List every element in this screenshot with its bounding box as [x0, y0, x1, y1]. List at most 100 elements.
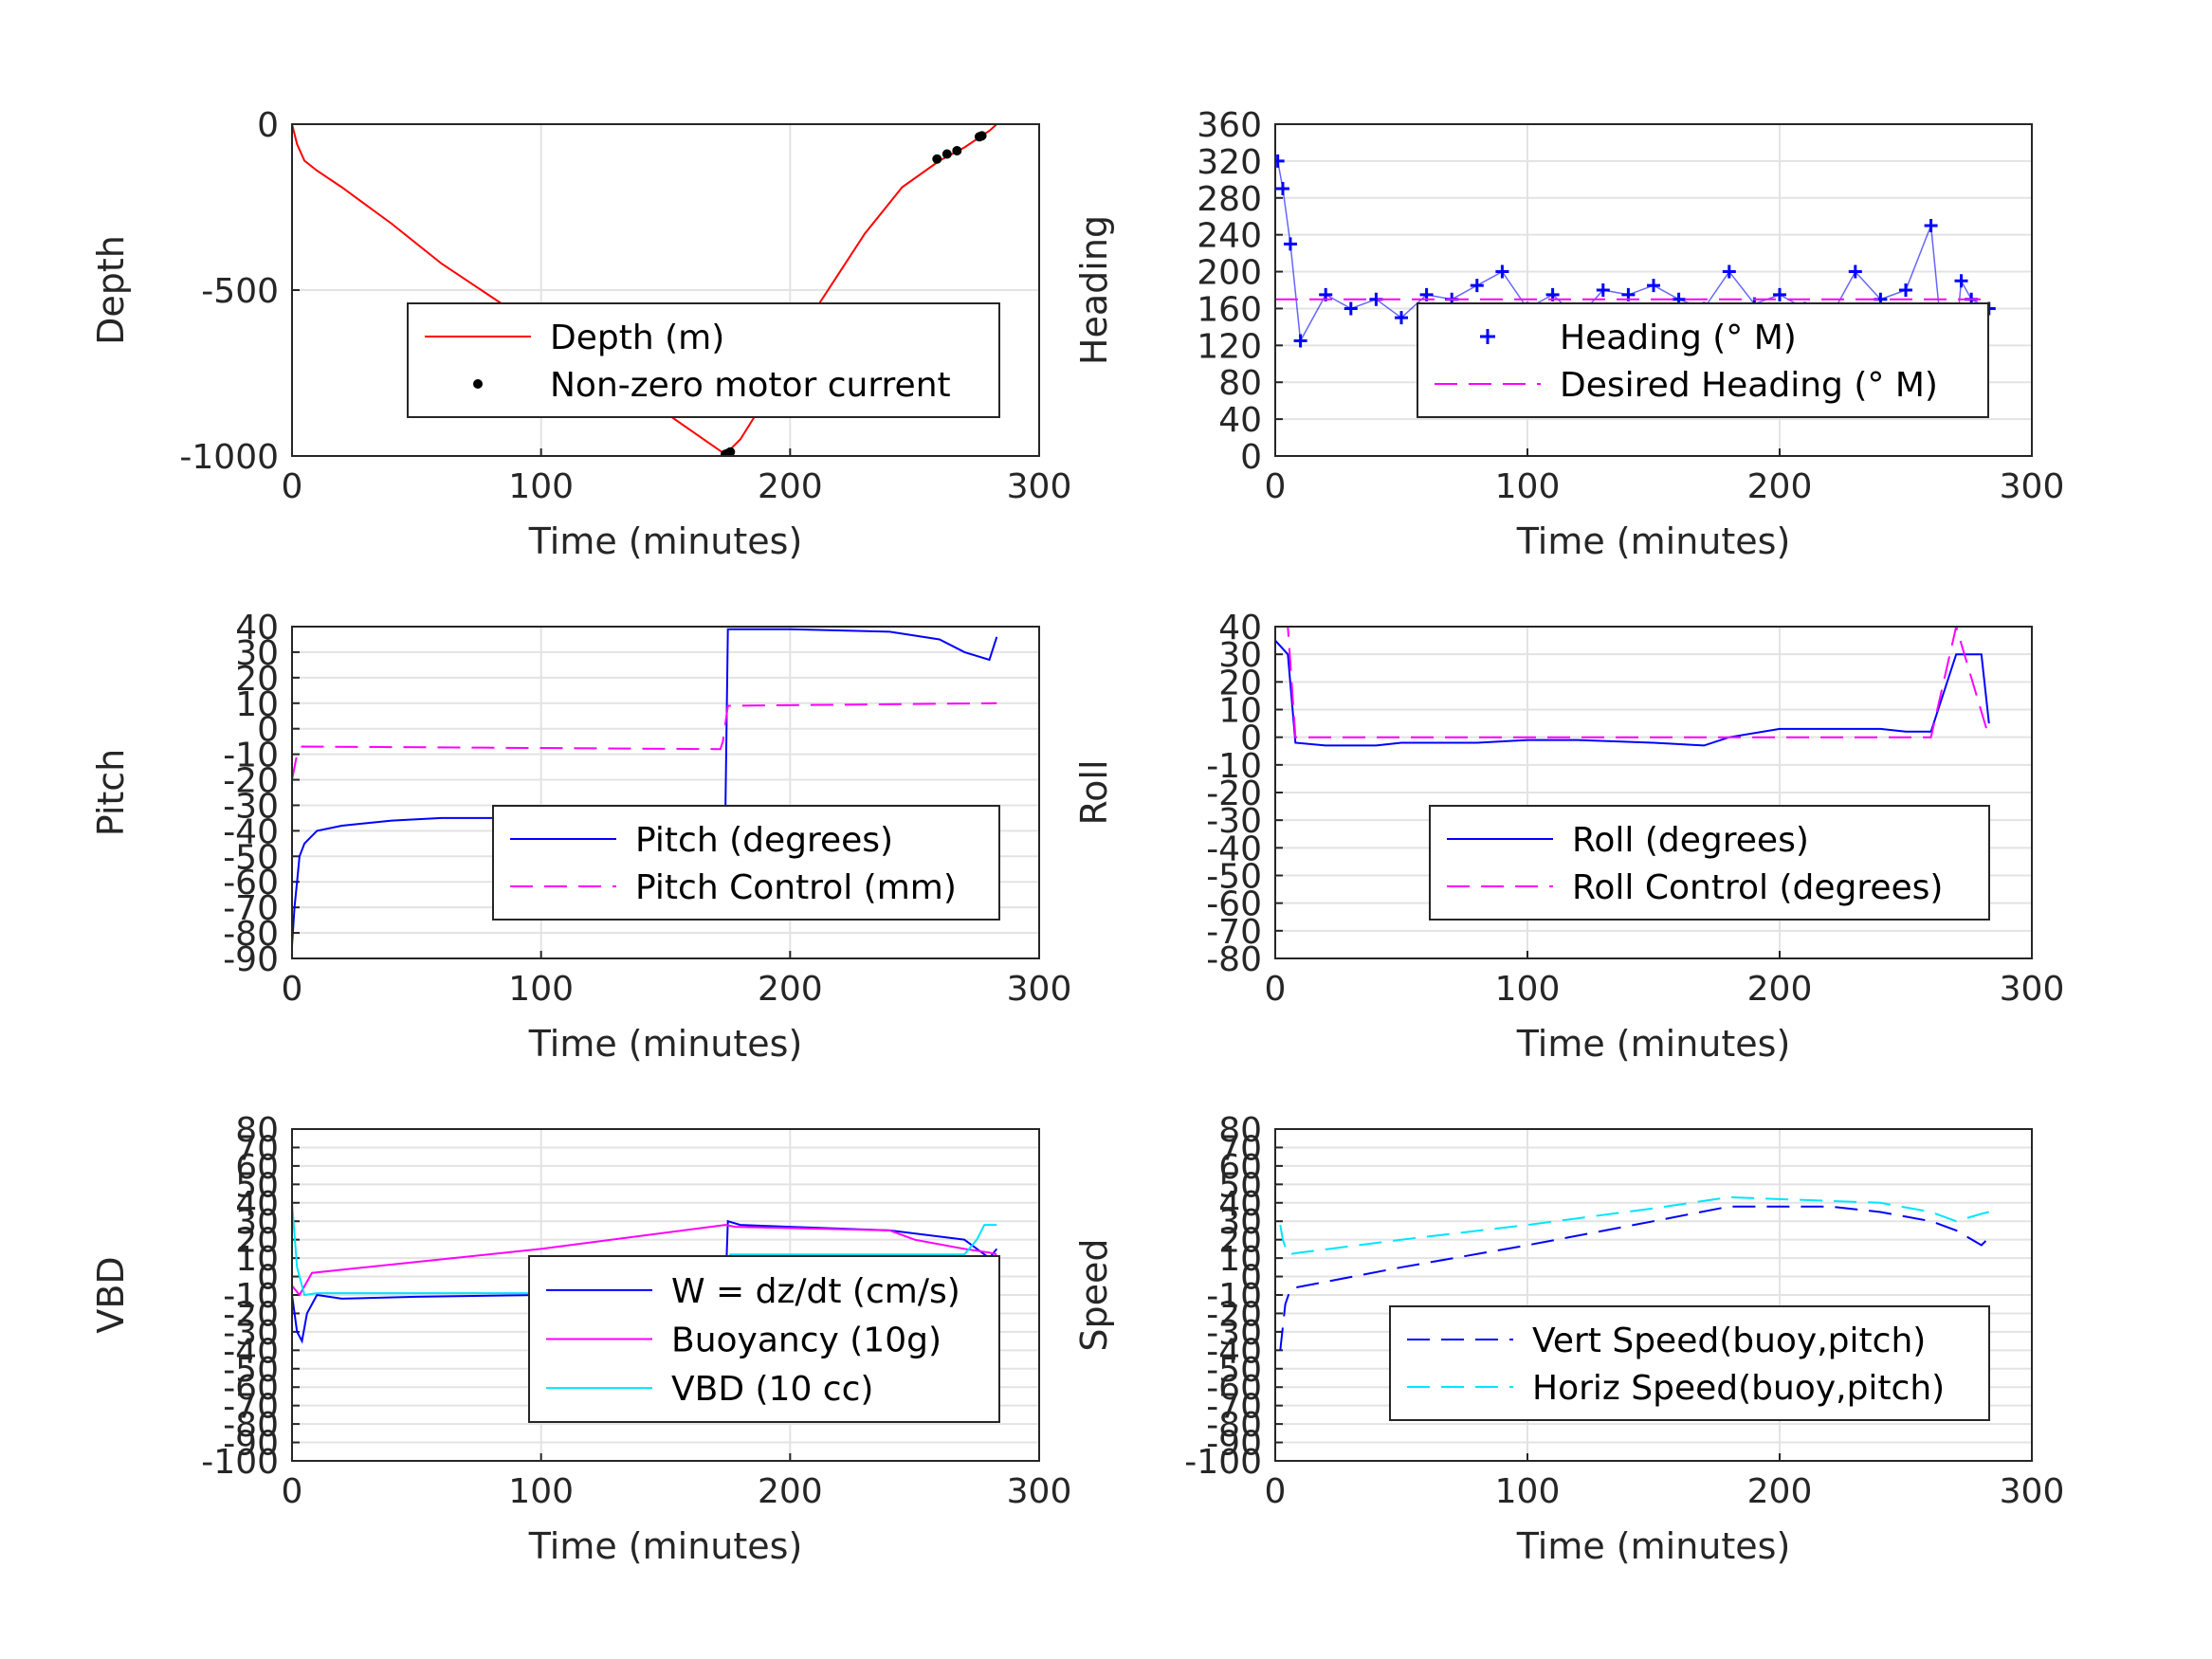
x-tick-label: 200 [1747, 467, 1813, 506]
x-axis-label: Time (minutes) [528, 1023, 803, 1065]
legend-label: VBD (10 cc) [671, 1370, 873, 1409]
y-tick-label: -20 [1206, 1295, 1262, 1334]
y-tick-label: 10 [1218, 1240, 1262, 1279]
y-tick-label: -30 [1206, 802, 1262, 841]
y-tick-label: 30 [1218, 636, 1262, 675]
y-tick-label: -60 [223, 1369, 279, 1408]
y-tick-label: -80 [223, 1406, 279, 1445]
subplot-5: 0 100 200 30080706050403020100-10-20-30-40-… [90, 1111, 1071, 1567]
axes-frame [1274, 626, 2033, 959]
y-tick-label: 0 [1240, 438, 1262, 477]
y-tick-label: -70 [223, 889, 279, 928]
axes-frame [291, 1128, 1040, 1462]
y-tick-label: 360 [1197, 106, 1262, 145]
legend-label: Buoyancy (10g) [671, 1322, 941, 1360]
y-tick-label: -90 [223, 1425, 279, 1464]
y-tick-label: 80 [1218, 364, 1262, 403]
y-tick-label: 50 [235, 1166, 279, 1205]
data-point [952, 146, 962, 155]
legend-label: Horiz Speed(buoy,pitch) [1532, 1369, 1945, 1408]
x-tick-label: 200 [1747, 1472, 1813, 1511]
y-tick-label: -10 [223, 737, 279, 775]
y-tick-label: 40 [235, 1185, 279, 1224]
legend-label: Vert Speed(buoy,pitch) [1532, 1322, 1926, 1360]
y-tick-label: -500 [201, 272, 279, 311]
x-tick-label: 0 [1265, 467, 1287, 506]
y-tick-label: -50 [223, 838, 279, 877]
data-point [725, 447, 736, 456]
series-line [292, 1224, 997, 1297]
series-line [1276, 160, 1990, 392]
y-tick-label: 0 [257, 1259, 279, 1298]
x-axis-label: Time (minutes) [1516, 1023, 1791, 1065]
series-line [1279, 1205, 1990, 1351]
data-point [941, 149, 952, 159]
y-tick-label: 20 [1218, 1222, 1262, 1261]
legend-swatch [473, 379, 483, 389]
y-tick-label: 30 [235, 1203, 279, 1242]
legend-label: Pitch (degrees) [635, 821, 893, 860]
legend-label: Roll (degrees) [1572, 821, 1809, 860]
y-tick-label: 0 [1240, 1259, 1262, 1298]
subplot-3: 0 100 200 300403020100-10-20-30-40-50-60-70… [90, 609, 1071, 1065]
y-tick-label: -80 [1206, 940, 1262, 979]
y-tick-label: 50 [1218, 1166, 1262, 1205]
y-tick-label: 120 [1197, 327, 1262, 366]
plot-data [1275, 154, 1996, 398]
y-tick-label: 200 [1197, 254, 1262, 293]
y-tick-label: 280 [1197, 180, 1262, 219]
plot-data [1279, 1195, 1990, 1351]
x-tick-label: 0 [282, 1472, 303, 1511]
x-tick-label: 300 [2000, 467, 2065, 506]
data-point [977, 131, 987, 141]
y-tick-label: -40 [223, 812, 279, 851]
x-tick-label: 300 [1007, 970, 1072, 1009]
x-tick-label: 200 [1747, 970, 1813, 1009]
y-tick-label: -50 [223, 1351, 279, 1390]
legend-label: Roll Control (degrees) [1572, 868, 1943, 907]
y-tick-label: 10 [235, 685, 279, 724]
legend-label: Pitch Control (mm) [635, 868, 957, 907]
legend-label: Depth (m) [550, 319, 724, 357]
y-tick-label: 40 [1218, 609, 1262, 647]
y-tick-label: 70 [1218, 1129, 1262, 1168]
y-tick-label: -60 [1206, 1369, 1262, 1408]
y-tick-label: -40 [223, 1332, 279, 1371]
y-tick-label: -80 [223, 915, 279, 954]
y-tick-label: 40 [235, 609, 279, 647]
y-axis-label: Roll [1073, 759, 1115, 825]
y-tick-label: -30 [1206, 1314, 1262, 1353]
y-tick-label: -40 [1206, 1332, 1262, 1371]
series-line [292, 124, 997, 456]
y-tick-label: 60 [1218, 1148, 1262, 1187]
y-tick-label: 40 [1218, 1185, 1262, 1224]
y-tick-label: -10 [1206, 747, 1262, 786]
y-tick-label: 160 [1197, 290, 1262, 329]
axes-frame [1274, 1128, 2033, 1462]
y-tick-label: 80 [1218, 1111, 1262, 1150]
y-tick-label: 20 [235, 1222, 279, 1261]
y-tick-label: 30 [1218, 1203, 1262, 1242]
y-tick-label: -1000 [179, 438, 279, 477]
y-tick-label: -20 [1206, 775, 1262, 813]
y-tick-label: 0 [257, 106, 279, 145]
y-tick-label: -50 [1206, 1351, 1262, 1390]
y-tick-label: -10 [223, 1277, 279, 1316]
y-tick-label: -30 [223, 787, 279, 826]
axes-frame [291, 123, 1040, 457]
y-tick-label: 320 [1197, 143, 1262, 182]
series-line [1275, 627, 1990, 738]
y-tick-label: 10 [235, 1240, 279, 1279]
y-tick-label: 60 [235, 1148, 279, 1187]
x-tick-label: 300 [2000, 1472, 2065, 1511]
subplot-4: 0 100 200 300403020100-10-20-30-40-50-60-70… [1073, 609, 2064, 1065]
series-line [292, 702, 997, 780]
x-tick-label: 0 [1265, 1472, 1287, 1511]
series-line [1275, 639, 1990, 747]
legend-label: Non-zero motor current [550, 366, 951, 405]
x-tick-label: 100 [508, 970, 574, 1009]
y-tick-label: 0 [1240, 720, 1262, 758]
legend: Heading (° M) Desired Heading (° M) [1417, 302, 1989, 418]
y-tick-label: -70 [223, 1388, 279, 1427]
